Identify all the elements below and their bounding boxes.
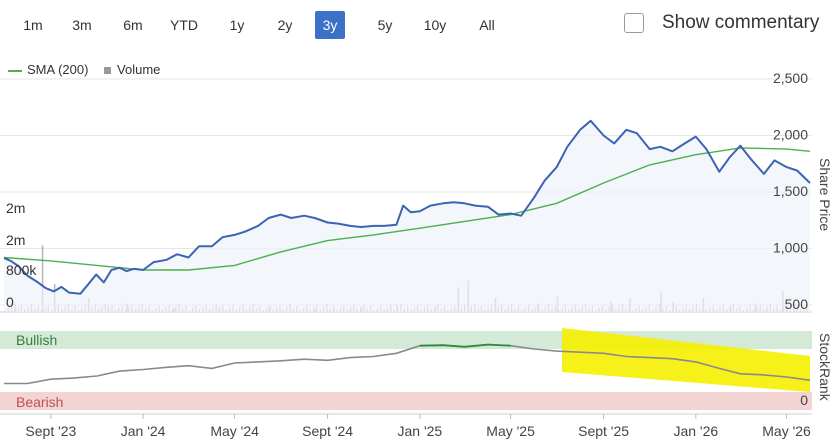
range-button-6m[interactable]: 6m (123, 17, 143, 33)
stockrank-line (4, 343, 811, 385)
x-tick-label: May '25 (486, 423, 535, 439)
volume-swatch (104, 67, 112, 75)
bearish-label: Bearish (16, 394, 63, 410)
range-button-1y[interactable]: 1y (229, 17, 245, 33)
price-tick-label: 2,000 (773, 127, 808, 143)
price-area (4, 120, 810, 312)
price-axis-label: Share Price (817, 158, 833, 231)
range-button-3y[interactable]: 3y (315, 11, 345, 39)
volume-tick-label: 2m (6, 232, 25, 248)
volume-tick-label: 0 (6, 294, 14, 310)
commentary-checkbox[interactable] (624, 13, 644, 33)
x-tick-label: Sept '24 (302, 423, 353, 439)
stockrank-tick-label: 0 (800, 392, 808, 408)
price-tick-label: 1,500 (773, 183, 808, 199)
x-tick-label: Sept '25 (578, 423, 629, 439)
chart-legend: SMA (200) Volume (8, 62, 170, 77)
x-tick-label: May '24 (210, 423, 259, 439)
range-button-10y[interactable]: 10y (423, 17, 447, 33)
price-line (3, 119, 811, 295)
legend-sma[interactable]: SMA (200) (8, 62, 88, 77)
bearish-zone (0, 392, 812, 410)
x-tick-label: Jan '24 (121, 423, 166, 439)
legend-volume[interactable]: Volume (102, 62, 160, 77)
volume-tick-label: 800k (6, 262, 37, 278)
range-button-3m[interactable]: 3m (72, 17, 92, 33)
x-tick-label: May '26 (762, 423, 811, 439)
stockrank-bullish-line (419, 343, 511, 348)
commentary-label: Show commentary (662, 12, 820, 33)
x-tick-label: Jan '26 (673, 423, 718, 439)
show-commentary-toggle[interactable]: Show commentary (624, 12, 835, 40)
stockrank-axis-label: StockRank (817, 333, 833, 402)
time-range-selector: 1m 3m 6m YTD 1y 2y 3y 5y 10y All (0, 8, 620, 40)
price-tick-label: 1,000 (773, 240, 808, 256)
price-tick-label: 500 (785, 296, 809, 312)
range-button-all[interactable]: All (479, 17, 495, 33)
bullish-label: Bullish (16, 332, 57, 348)
legend-sma-label: SMA (200) (27, 62, 89, 77)
range-button-5y[interactable]: 5y (377, 17, 393, 33)
volume-bar (41, 245, 44, 312)
sma-line-swatch (8, 69, 22, 72)
x-tick-label: Sept '23 (25, 423, 76, 439)
range-button-2y[interactable]: 2y (277, 17, 293, 33)
price-tick-label: 2,500 (773, 70, 808, 86)
range-button-ytd[interactable]: YTD (170, 17, 198, 33)
x-tick-label: Jan '25 (397, 423, 442, 439)
legend-volume-label: Volume (117, 62, 161, 77)
volume-tick-label: 2m (6, 200, 25, 216)
range-button-1m[interactable]: 1m (23, 17, 43, 33)
